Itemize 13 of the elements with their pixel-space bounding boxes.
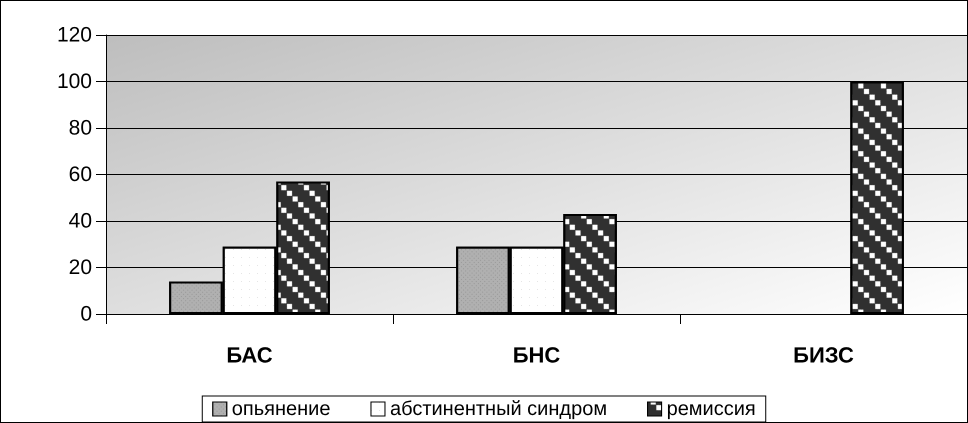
legend-label: абстинентный синдром: [390, 398, 608, 420]
y-tick-label: 60: [68, 163, 92, 186]
x-tick-label: БАС: [226, 342, 273, 368]
y-tick-label: 80: [68, 116, 92, 140]
y-tick-label: 100: [56, 70, 92, 93]
y-tick-label: 120: [56, 24, 92, 46]
x-tick-label: БИЗС: [793, 342, 854, 368]
x-tick-label: БНС: [512, 342, 560, 368]
y-tick-label: 40: [68, 210, 92, 232]
y-tick-label: 0: [80, 302, 92, 326]
y-tick-label: 20: [68, 256, 92, 279]
legend-label: опьянение: [232, 398, 330, 420]
legend-label: ремиссия: [666, 398, 756, 420]
